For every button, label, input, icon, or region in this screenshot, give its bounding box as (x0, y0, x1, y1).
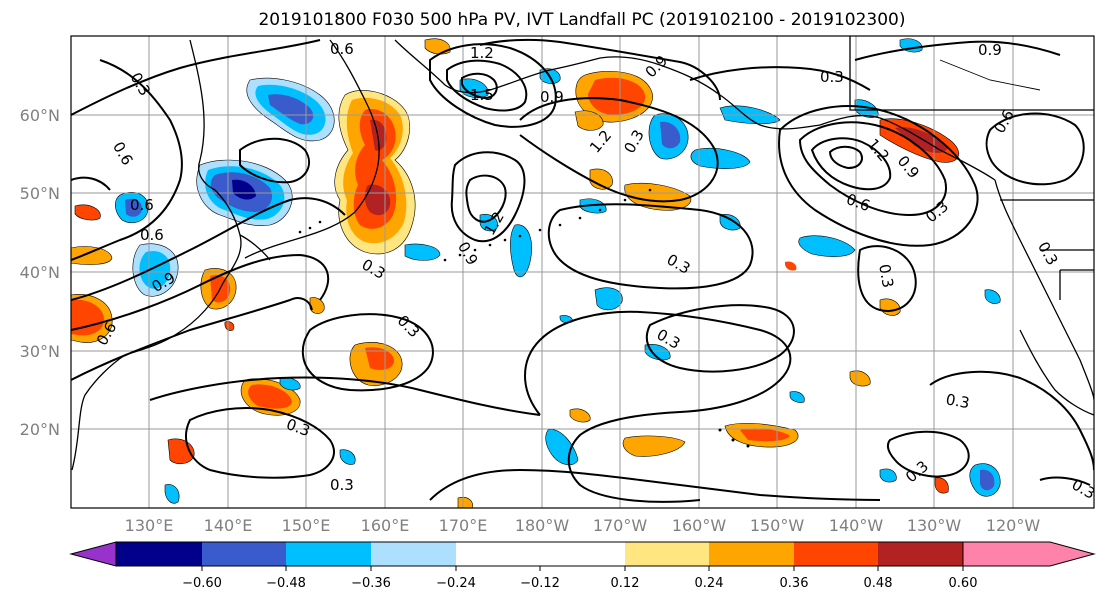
lat-label: 20°N (20, 420, 60, 439)
colorbar-swatch (286, 542, 371, 566)
lon-label: 180°W (515, 516, 570, 535)
map-frame (70, 35, 1095, 509)
colorbar-tick: 0.60 (949, 576, 978, 591)
lon-label: 160°W (672, 516, 727, 535)
colorbar-tick: 0.36 (780, 576, 809, 591)
lon-label: 140°E (204, 516, 253, 535)
lon-label: 120°W (986, 516, 1041, 535)
colorbar: −0.60 −0.48 −0.36 −0.24 −0.12 0.12 0.24 … (69, 541, 1096, 591)
colorbar-tick: −0.48 (266, 576, 306, 591)
lat-label: 40°N (20, 263, 60, 282)
contour-label: 0.3 (944, 390, 971, 412)
colorbar-extend-high (962, 541, 1096, 567)
colorbar-tick: −0.12 (520, 576, 560, 591)
lon-label: 160°E (361, 516, 410, 535)
colorbar-swatch (371, 542, 456, 566)
colorbar-swatch (794, 542, 878, 566)
pv-contours (71, 38, 1094, 503)
colorbar-swatch (878, 542, 963, 566)
colorbar-swatch (625, 542, 709, 566)
aleutian-islands (298, 188, 750, 448)
contour-label: 0.9 (978, 41, 1002, 59)
colorbar-extend-low (69, 541, 117, 567)
colorbar-tick: −0.60 (182, 576, 222, 591)
gridlines (71, 36, 1094, 508)
lon-label: 150°W (750, 516, 805, 535)
colorbar-tick: −0.36 (351, 576, 391, 591)
pc-shading (71, 38, 1001, 508)
contour-label: 0.6 (330, 40, 354, 58)
colorbar-tick: 0.12 (611, 576, 640, 591)
colorbar-tick: 0.24 (695, 576, 724, 591)
contour-label: 0.3 (875, 263, 897, 290)
contour-label: 0.3 (820, 68, 844, 86)
map-area: 0.6 1.2 1.5 0.9 0.3 0.6 0.6 0.6 0.9 0.6 … (71, 36, 1094, 508)
colorbar-swatch (456, 542, 540, 566)
colorbar-swatch (709, 542, 794, 566)
contour-label: 0.6 (140, 226, 164, 244)
lon-label: 130°W (907, 516, 962, 535)
contour-label: 0.6 (130, 196, 154, 214)
lat-label: 50°N (20, 184, 60, 203)
lat-label: 60°N (20, 106, 60, 125)
lon-label: 130°E (125, 516, 174, 535)
latitude-labels: 60°N 50°N 40°N 30°N 20°N (20, 106, 60, 439)
contour-label: 1.5 (470, 86, 494, 104)
colorbar-swatch (116, 542, 202, 566)
lon-label: 150°E (282, 516, 331, 535)
colorbar-tick: 0.48 (864, 576, 893, 591)
contour-label: 0.9 (540, 88, 564, 106)
lon-label: 170°W (593, 516, 648, 535)
colorbar-swatch (540, 542, 625, 566)
coastlines (71, 36, 1094, 471)
colorbar-tick: −0.24 (436, 576, 476, 591)
longitude-labels: 130°E 140°E 150°E 160°E 170°E 180°W 170°… (125, 516, 1041, 535)
contour-label: 1.2 (470, 44, 494, 62)
figure-title: 2019101800 F030 500 hPa PV, IVT Landfall… (258, 10, 905, 30)
colorbar-swatch (202, 542, 286, 566)
lon-label: 140°W (829, 516, 884, 535)
lon-label: 170°E (439, 516, 488, 535)
contour-label: 0.3 (330, 476, 354, 494)
lat-label: 30°N (20, 342, 60, 361)
